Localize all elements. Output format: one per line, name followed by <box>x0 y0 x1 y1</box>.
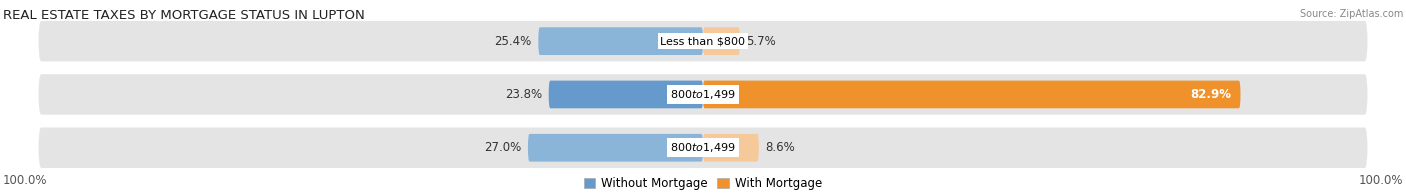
FancyBboxPatch shape <box>527 134 703 162</box>
FancyBboxPatch shape <box>38 74 1368 115</box>
Legend: Without Mortgage, With Mortgage: Without Mortgage, With Mortgage <box>579 172 827 195</box>
Text: $800 to $1,499: $800 to $1,499 <box>671 88 735 101</box>
Text: 100.0%: 100.0% <box>3 174 48 187</box>
Text: $800 to $1,499: $800 to $1,499 <box>671 141 735 154</box>
FancyBboxPatch shape <box>38 128 1368 168</box>
Text: Source: ZipAtlas.com: Source: ZipAtlas.com <box>1301 9 1403 19</box>
FancyBboxPatch shape <box>703 27 740 55</box>
Text: REAL ESTATE TAXES BY MORTGAGE STATUS IN LUPTON: REAL ESTATE TAXES BY MORTGAGE STATUS IN … <box>3 9 364 22</box>
FancyBboxPatch shape <box>703 134 759 162</box>
Text: 100.0%: 100.0% <box>1358 174 1403 187</box>
Text: 25.4%: 25.4% <box>495 35 531 48</box>
Text: 5.7%: 5.7% <box>747 35 776 48</box>
Text: 82.9%: 82.9% <box>1189 88 1230 101</box>
FancyBboxPatch shape <box>538 27 703 55</box>
Text: 23.8%: 23.8% <box>505 88 543 101</box>
FancyBboxPatch shape <box>38 21 1368 61</box>
Text: Less than $800: Less than $800 <box>661 36 745 46</box>
Text: 27.0%: 27.0% <box>484 141 522 154</box>
FancyBboxPatch shape <box>703 81 1240 108</box>
FancyBboxPatch shape <box>548 81 703 108</box>
Text: 8.6%: 8.6% <box>765 141 794 154</box>
